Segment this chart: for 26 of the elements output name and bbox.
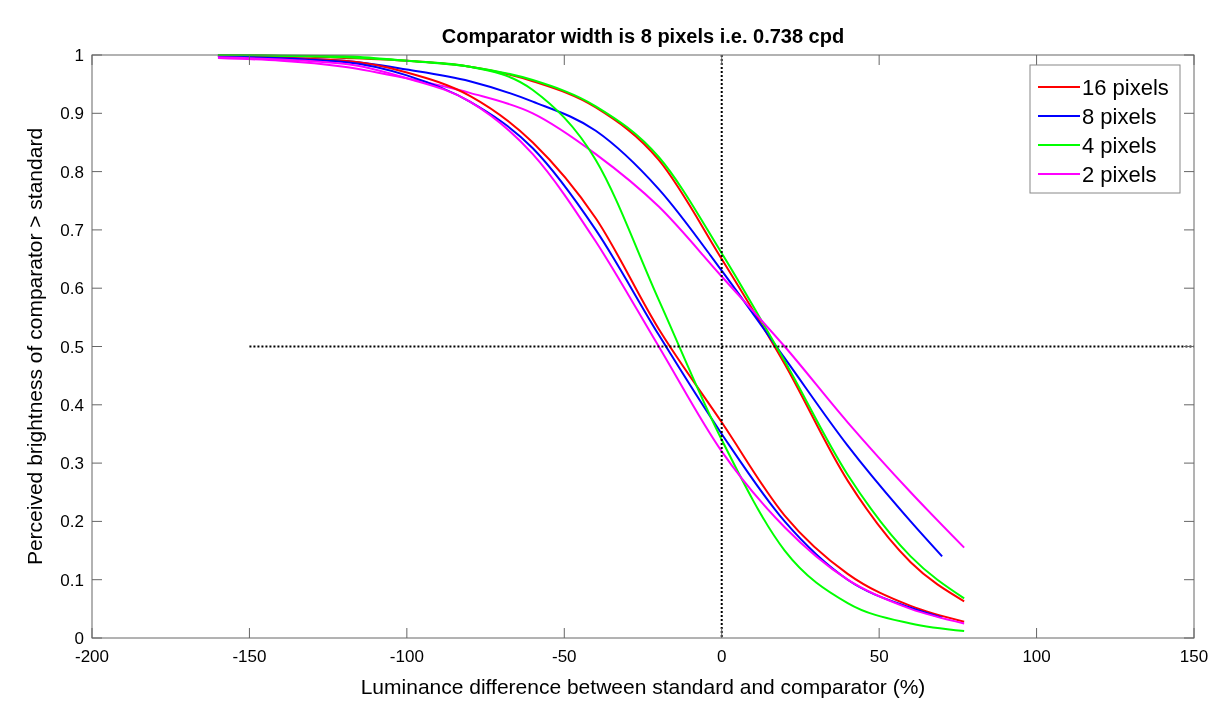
y-tick-label: 0.6 (60, 279, 84, 299)
x-tick-label: 0 (716, 647, 727, 666)
chart-title: Comparator width is 8 pixels i.e. 0.738 cpd (441, 25, 845, 47)
x-tick-label: 150 (1179, 647, 1209, 666)
y-tick-label: 0.3 (60, 454, 84, 474)
x-tick-label: -100 (389, 647, 424, 666)
x-tick-label: -200 (74, 647, 110, 666)
x-axis-title: Luminance difference between standard and comparator (%) (360, 675, 926, 698)
y-tick-label: 0.8 (60, 162, 84, 182)
y-tick-label: 0 (74, 629, 84, 648)
y-tick-label: 0.7 (60, 220, 84, 240)
y-tick-label: 1 (74, 46, 84, 65)
x-tick-label: 50 (869, 647, 889, 666)
y-tick-label: 0.2 (60, 512, 84, 532)
legend-label: 4 pixels (1082, 133, 1157, 158)
y-tick-label: 0.4 (60, 395, 84, 415)
y-tick-label: 0.9 (60, 104, 84, 124)
legend-label: 16 pixels (1082, 75, 1169, 100)
x-tick-label: -50 (552, 647, 577, 666)
legend-label: 2 pixels (1082, 162, 1157, 187)
legend-label: 8 pixels (1082, 104, 1157, 129)
x-tick-label: -150 (232, 647, 267, 666)
x-tick-label: 100 (1022, 647, 1051, 666)
y-axis-title: Perceived brightness of comparator > standard (23, 127, 46, 566)
y-tick-label: 0.1 (60, 570, 84, 590)
y-tick-label: 0.5 (60, 337, 84, 357)
